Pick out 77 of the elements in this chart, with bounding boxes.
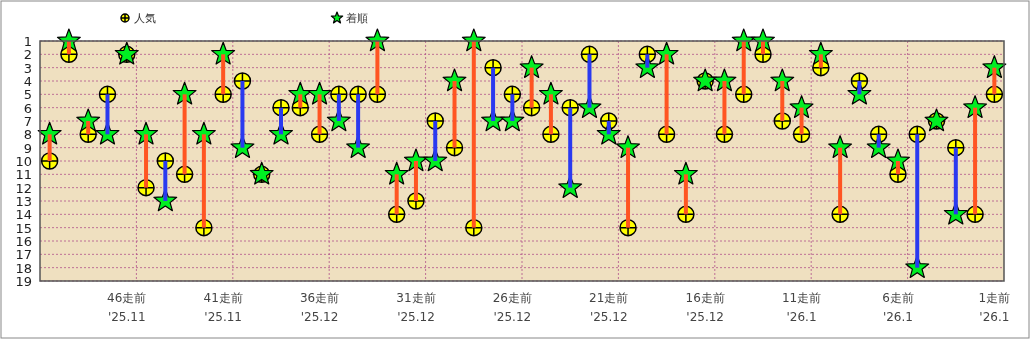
bar xyxy=(953,147,958,215)
bar xyxy=(413,161,418,201)
bar xyxy=(491,67,496,121)
bar xyxy=(799,107,804,135)
bar xyxy=(973,107,978,215)
bar xyxy=(876,134,881,148)
bar xyxy=(548,94,553,135)
bar xyxy=(471,41,476,228)
x-tick-label: 21走前 '25.12 xyxy=(589,291,629,324)
x-tick-label: 46走前 '25.11 xyxy=(107,291,147,324)
y-tick-label: 2 xyxy=(23,47,32,63)
y-tick-label: 19 xyxy=(15,274,32,289)
bar xyxy=(683,174,688,215)
bar xyxy=(86,121,91,135)
bar xyxy=(587,54,592,108)
bar xyxy=(529,67,534,108)
y-tick-label: 12 xyxy=(15,180,32,196)
y-tick-label: 17 xyxy=(15,247,32,263)
x-tick-label: 16走前 '25.12 xyxy=(685,291,725,324)
x-tick-label: 11走前 '26.1 xyxy=(781,291,822,324)
bar xyxy=(356,94,361,148)
bar xyxy=(626,147,631,228)
bar xyxy=(66,41,71,55)
y-tick-label: 6 xyxy=(23,100,32,116)
x-tick-label: 36走前 '25.12 xyxy=(299,291,340,324)
y-tick-label: 1 xyxy=(23,34,32,49)
y-tick-label: 4 xyxy=(23,74,32,89)
bar xyxy=(992,67,997,95)
bar xyxy=(568,107,573,188)
y-tick-label: 5 xyxy=(23,87,32,103)
bar xyxy=(780,81,785,121)
x-tick-label: 26走前 '25.12 xyxy=(492,291,532,324)
bar xyxy=(857,81,862,95)
y-tick-label: 9 xyxy=(23,140,32,156)
bar xyxy=(761,41,765,55)
x-tick-label: 1走前 '26.1 xyxy=(978,291,1011,324)
y-tick-label: 3 xyxy=(23,60,32,76)
bar xyxy=(221,54,226,95)
bar xyxy=(105,94,110,135)
bar xyxy=(182,94,187,175)
y-tick-label: 7 xyxy=(23,114,32,129)
bar xyxy=(433,121,438,161)
y-tick-label: 15 xyxy=(15,220,32,236)
bar xyxy=(722,81,727,135)
legend-label: 人気 xyxy=(134,12,156,25)
bar xyxy=(279,107,283,135)
bar xyxy=(375,41,380,95)
y-tick-label: 13 xyxy=(15,194,32,209)
bar xyxy=(895,161,900,175)
bar xyxy=(163,161,168,201)
y-tick-label: 18 xyxy=(15,260,32,276)
y-tick-label: 14 xyxy=(15,207,32,223)
bar xyxy=(818,54,823,68)
x-tick-label: 6走前 '26.1 xyxy=(882,291,914,324)
y-tick-label: 16 xyxy=(15,234,32,249)
legend-label: 着順 xyxy=(346,12,368,25)
bar xyxy=(144,134,149,188)
bar xyxy=(915,134,920,268)
bar xyxy=(240,81,245,148)
bar xyxy=(317,94,322,135)
y-tick-label: 11 xyxy=(15,167,32,183)
y-tick-label: 8 xyxy=(23,127,32,143)
bar xyxy=(645,54,650,68)
bar xyxy=(47,134,52,161)
bar xyxy=(298,94,303,108)
bar xyxy=(606,121,611,135)
bar xyxy=(664,54,669,135)
bar xyxy=(741,41,746,95)
bar xyxy=(336,94,341,121)
bar xyxy=(394,174,399,215)
bar xyxy=(838,147,843,215)
y-tick-label: 10 xyxy=(15,154,32,169)
bar xyxy=(510,94,515,121)
bar xyxy=(452,81,457,148)
bar xyxy=(201,134,206,228)
x-tick-label: 31走前 '25.12 xyxy=(396,291,436,324)
x-tick-label: 41走前 '25.11 xyxy=(203,291,243,324)
